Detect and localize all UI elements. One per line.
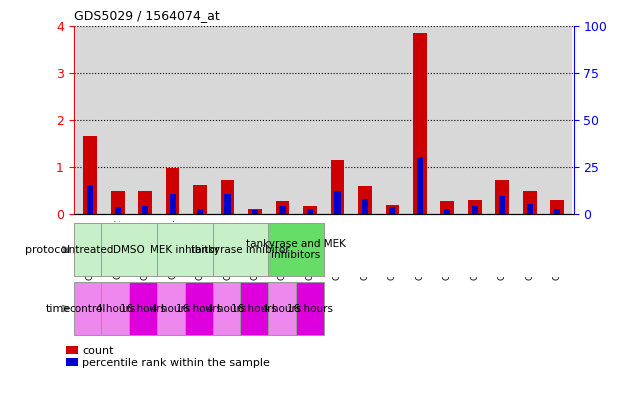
Bar <box>101 282 129 335</box>
Bar <box>269 26 296 214</box>
Bar <box>499 196 505 214</box>
Bar <box>516 26 544 214</box>
Bar <box>488 26 516 214</box>
Bar <box>197 209 203 214</box>
Bar <box>169 195 176 214</box>
Bar <box>115 207 121 214</box>
Bar <box>142 206 148 214</box>
Bar <box>221 180 235 214</box>
Text: DMSO: DMSO <box>113 244 145 255</box>
Bar <box>324 26 351 214</box>
Bar <box>433 26 461 214</box>
Bar <box>554 209 560 214</box>
Bar <box>74 282 101 335</box>
Text: untreated: untreated <box>62 244 113 255</box>
Bar <box>362 199 368 214</box>
Bar <box>104 26 131 214</box>
Text: control: control <box>69 303 106 314</box>
Bar <box>76 26 104 214</box>
Bar <box>296 282 324 335</box>
Bar <box>495 180 509 214</box>
Bar <box>307 209 313 214</box>
Bar <box>351 26 379 214</box>
Bar <box>131 26 159 214</box>
Text: 16 hours: 16 hours <box>120 303 166 314</box>
Bar <box>268 282 296 335</box>
Bar <box>187 26 214 214</box>
Bar <box>74 223 101 276</box>
Bar <box>279 206 286 214</box>
Text: 16 hours: 16 hours <box>287 303 333 314</box>
Bar <box>111 191 124 214</box>
Bar <box>544 26 571 214</box>
Bar <box>213 282 240 335</box>
Bar <box>214 26 241 214</box>
Text: protocol: protocol <box>25 244 71 255</box>
Bar <box>138 191 152 214</box>
Bar <box>129 282 157 335</box>
Bar <box>241 26 269 214</box>
Bar <box>379 26 406 214</box>
Bar <box>240 282 268 335</box>
Bar <box>303 206 317 214</box>
Bar <box>276 201 289 214</box>
Bar <box>296 26 324 214</box>
Bar <box>523 191 537 214</box>
Bar <box>268 223 324 276</box>
Bar <box>185 282 213 335</box>
Bar <box>83 136 97 214</box>
Text: tankyrase and MEK
inhibitors: tankyrase and MEK inhibitors <box>246 239 346 260</box>
Bar <box>252 210 258 214</box>
Bar <box>87 185 94 214</box>
Bar <box>101 223 157 276</box>
Bar <box>472 206 478 214</box>
Bar <box>358 186 372 214</box>
Bar <box>335 191 340 214</box>
Bar <box>389 207 395 214</box>
Bar <box>157 223 213 276</box>
Bar <box>527 204 533 214</box>
Bar <box>213 223 268 276</box>
Text: 4 hours: 4 hours <box>96 303 135 314</box>
Bar <box>551 200 564 214</box>
Bar <box>248 209 262 214</box>
Text: 16 hours: 16 hours <box>176 303 222 314</box>
Text: MEK inhibitor: MEK inhibitor <box>150 244 219 255</box>
Text: GDS5029 / 1564074_at: GDS5029 / 1564074_at <box>74 9 219 22</box>
Bar <box>166 169 179 214</box>
Bar <box>331 160 344 214</box>
Bar <box>159 26 187 214</box>
Text: 4 hours: 4 hours <box>207 303 246 314</box>
Bar <box>413 33 427 214</box>
Text: 16 hours: 16 hours <box>231 303 278 314</box>
Bar <box>468 200 481 214</box>
Bar <box>417 157 423 214</box>
Text: tankyrase inhibitor: tankyrase inhibitor <box>191 244 290 255</box>
Bar <box>406 26 433 214</box>
Bar <box>385 205 399 214</box>
Bar <box>440 201 454 214</box>
Bar <box>157 282 185 335</box>
Text: 4 hours: 4 hours <box>262 303 302 314</box>
Bar <box>193 185 207 214</box>
Bar <box>461 26 488 214</box>
Text: 4 hours: 4 hours <box>151 303 190 314</box>
Bar <box>224 195 231 214</box>
Text: time: time <box>46 303 71 314</box>
Legend: count, percentile rank within the sample: count, percentile rank within the sample <box>67 345 270 368</box>
Bar <box>444 209 451 214</box>
